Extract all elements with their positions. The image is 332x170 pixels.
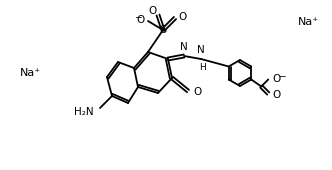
Text: O: O — [137, 15, 145, 25]
Text: −: − — [278, 71, 286, 80]
Text: O: O — [193, 87, 201, 97]
Text: O: O — [149, 6, 157, 16]
Text: Na⁺: Na⁺ — [297, 17, 319, 27]
Text: O: O — [272, 89, 281, 99]
Text: H: H — [199, 63, 206, 72]
Text: −: − — [134, 13, 142, 21]
Text: O: O — [178, 12, 186, 22]
Text: S: S — [159, 25, 167, 35]
Text: N: N — [180, 42, 188, 52]
Text: N: N — [197, 45, 205, 55]
Text: Na⁺: Na⁺ — [20, 68, 41, 78]
Text: H₂N: H₂N — [74, 107, 94, 117]
Text: O: O — [272, 73, 281, 83]
